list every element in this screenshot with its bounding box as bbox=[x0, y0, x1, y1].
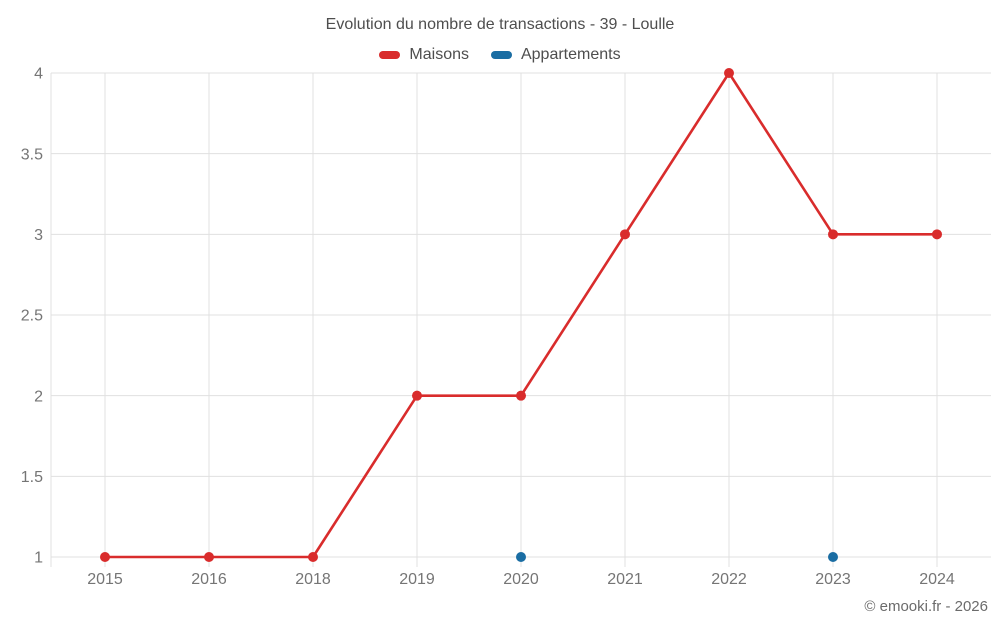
point-maisons-2016[interactable] bbox=[204, 552, 214, 562]
point-appartements-2023[interactable] bbox=[828, 552, 838, 562]
x-tick-label-2018: 2018 bbox=[295, 571, 331, 588]
point-maisons-2021[interactable] bbox=[620, 229, 630, 240]
y-tick-label-2.5: 2.5 bbox=[21, 308, 43, 325]
legend-item-maisons[interactable]: Maisons bbox=[379, 46, 469, 64]
line-segment-maisons bbox=[623, 71, 731, 236]
point-maisons-2023[interactable] bbox=[828, 229, 838, 240]
x-tick-label-2016: 2016 bbox=[191, 571, 227, 588]
chart-title: Evolution du nombre de transactions - 39… bbox=[325, 16, 675, 33]
point-maisons-2024[interactable] bbox=[932, 229, 942, 240]
x-tick-label-2015: 2015 bbox=[87, 571, 123, 588]
x-tick-label-2023: 2023 bbox=[815, 571, 851, 588]
point-maisons-2019[interactable] bbox=[412, 390, 422, 401]
x-tick-label-2020: 2020 bbox=[503, 571, 539, 588]
y-tick-label-4: 4 bbox=[34, 66, 43, 83]
line-segment-maisons bbox=[519, 233, 627, 397]
legend-item-appartements[interactable]: Appartements bbox=[490, 46, 621, 64]
y-tick-label-2: 2 bbox=[34, 388, 43, 405]
x-tick-label-2019: 2019 bbox=[399, 571, 435, 588]
appartements-series-swatch-icon bbox=[490, 51, 512, 59]
x-tick-label-2022: 2022 bbox=[711, 571, 747, 588]
legend-label-maisons: Maisons bbox=[409, 46, 469, 63]
y-tick-label-1.5: 1.5 bbox=[21, 469, 43, 486]
maisons-series-swatch-icon bbox=[379, 51, 401, 59]
line-segment-maisons bbox=[311, 394, 419, 559]
copyright: © emooki.fr - 2026 bbox=[864, 598, 988, 615]
point-maisons-2018[interactable] bbox=[308, 552, 318, 562]
y-tick-label-3: 3 bbox=[34, 227, 43, 244]
point-maisons-2022[interactable] bbox=[724, 68, 734, 78]
point-maisons-2020[interactable] bbox=[516, 390, 526, 401]
x-tick-label-2024: 2024 bbox=[919, 571, 955, 588]
legend-label-appartements: Appartements bbox=[520, 46, 621, 63]
line-segment-maisons bbox=[727, 71, 835, 236]
y-tick-label-3.5: 3.5 bbox=[21, 146, 43, 163]
point-appartements-2020[interactable] bbox=[516, 552, 526, 562]
y-tick-label-1: 1 bbox=[34, 550, 43, 567]
point-maisons-2015[interactable] bbox=[100, 552, 110, 562]
x-tick-label-2021: 2021 bbox=[607, 571, 643, 588]
legend: Maisons Appartements bbox=[0, 46, 1000, 64]
